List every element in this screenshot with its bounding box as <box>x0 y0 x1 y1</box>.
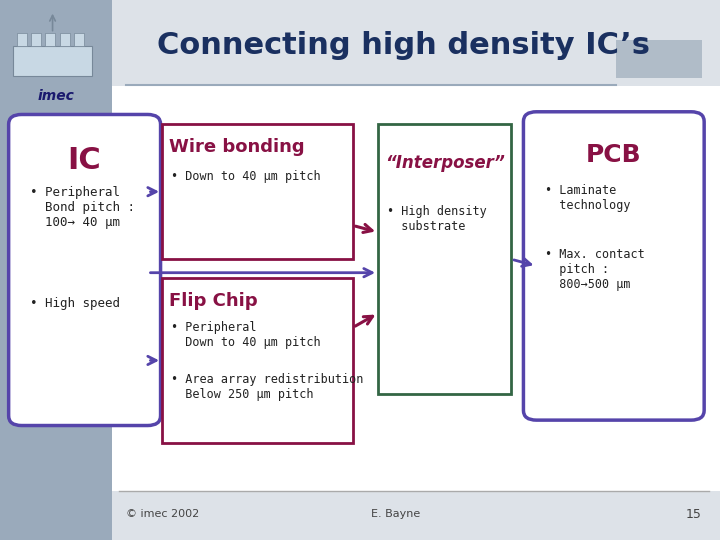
Text: “Interposer”: “Interposer” <box>384 154 505 172</box>
Text: • Area array redistribution
  Below 250 μm pitch: • Area array redistribution Below 250 μm… <box>171 373 363 401</box>
Bar <box>112 0 720 491</box>
Text: Connecting high density IC’s: Connecting high density IC’s <box>157 31 649 60</box>
Text: • Peripheral
  Bond pitch :
  100→ 40 μm: • Peripheral Bond pitch : 100→ 40 μm <box>30 186 135 230</box>
Text: • Peripheral
  Down to 40 μm pitch: • Peripheral Down to 40 μm pitch <box>171 321 320 349</box>
Text: • Laminate
  technology: • Laminate technology <box>545 184 631 212</box>
Text: • High speed: • High speed <box>30 297 120 310</box>
Bar <box>17 33 27 46</box>
Bar <box>162 278 353 443</box>
Text: 15: 15 <box>686 508 702 521</box>
Text: Flip Chip: Flip Chip <box>169 292 258 309</box>
Text: imec: imec <box>37 89 74 103</box>
Text: Wire bonding: Wire bonding <box>169 138 305 156</box>
Bar <box>60 33 70 46</box>
FancyBboxPatch shape <box>9 114 161 426</box>
Text: • Down to 40 μm pitch: • Down to 40 μm pitch <box>171 170 320 183</box>
Bar <box>31 33 41 46</box>
Text: • Max. contact
  pitch :
  800→500 μm: • Max. contact pitch : 800→500 μm <box>545 248 645 292</box>
FancyBboxPatch shape <box>523 112 704 420</box>
Text: IC: IC <box>68 146 102 175</box>
Bar <box>378 124 511 394</box>
Text: • High density
  substrate: • High density substrate <box>387 205 487 233</box>
Bar <box>74 33 84 46</box>
Bar <box>0 0 112 540</box>
Bar <box>162 124 353 259</box>
Bar <box>112 491 720 540</box>
Bar <box>13 46 92 76</box>
Bar <box>616 40 702 78</box>
Bar <box>112 0 720 86</box>
Bar <box>45 33 55 46</box>
Text: E. Bayne: E. Bayne <box>372 509 420 519</box>
Text: © imec 2002: © imec 2002 <box>126 509 199 519</box>
Text: PCB: PCB <box>586 143 642 167</box>
